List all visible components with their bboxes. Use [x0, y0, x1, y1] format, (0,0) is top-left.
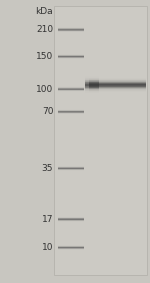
Bar — [88, 90, 146, 91]
Bar — [85, 75, 99, 76]
Bar — [85, 94, 99, 95]
Bar — [85, 89, 99, 90]
Text: 210: 210 — [36, 25, 53, 34]
Bar — [54, 6, 147, 275]
Text: 17: 17 — [42, 215, 53, 224]
Bar — [85, 87, 99, 88]
Bar — [85, 81, 99, 82]
Bar — [88, 86, 146, 87]
Bar — [85, 84, 99, 85]
Bar — [88, 87, 146, 88]
Bar — [88, 81, 146, 82]
Bar — [85, 76, 99, 77]
Text: 100: 100 — [36, 85, 53, 94]
Bar — [85, 92, 99, 93]
Text: 35: 35 — [42, 164, 53, 173]
Bar — [88, 84, 146, 85]
Bar — [85, 83, 99, 84]
Text: 70: 70 — [42, 107, 53, 116]
Bar — [85, 78, 99, 79]
Text: 10: 10 — [42, 243, 53, 252]
Bar — [88, 79, 146, 80]
Bar — [85, 80, 99, 81]
Bar — [88, 78, 146, 79]
Bar — [88, 85, 146, 86]
Bar — [85, 88, 99, 89]
Bar — [88, 77, 146, 78]
Text: 150: 150 — [36, 52, 53, 61]
Bar — [88, 88, 146, 89]
Bar — [85, 90, 99, 91]
Bar — [88, 91, 146, 92]
Bar — [85, 91, 99, 92]
Bar — [88, 80, 146, 81]
Bar — [88, 89, 146, 90]
Bar — [85, 85, 99, 86]
Bar — [88, 92, 146, 93]
Bar — [88, 76, 146, 77]
Bar — [85, 86, 99, 87]
Bar — [85, 79, 99, 80]
Text: kDa: kDa — [36, 7, 53, 16]
Bar — [85, 93, 99, 94]
Bar — [85, 82, 99, 83]
Bar — [85, 77, 99, 78]
Bar — [88, 82, 146, 83]
Bar — [88, 83, 146, 84]
